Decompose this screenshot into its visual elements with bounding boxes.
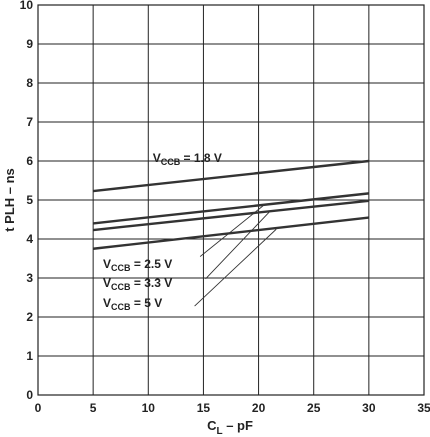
y-tick-labels: 0 1 2 3 4 5 6 7 8 9 10 — [20, 0, 34, 402]
x-tick-label: 20 — [252, 401, 266, 415]
leader-lines — [194, 205, 277, 307]
series-labels: VCCB = 1.8 V VCCB = 2.5 V VCCB = 3.3 V VCCB… — [103, 151, 222, 312]
x-axis-title: CL – pF — [207, 418, 253, 437]
grid — [37, 4, 425, 396]
y-tick-label: 9 — [26, 37, 33, 51]
y-tick-label: 8 — [26, 76, 33, 90]
leader-line — [205, 211, 270, 280]
y-axis-title: t PLH – ns — [2, 168, 17, 232]
leader-line — [194, 228, 277, 307]
x-tick-labels: 0 5 10 15 20 25 30 35 — [35, 401, 430, 415]
y-tick-label: 6 — [26, 154, 33, 168]
y-tick-label: 3 — [26, 271, 33, 285]
series-line — [93, 199, 369, 232]
series-group — [93, 159, 369, 250]
y-tick-label: 1 — [26, 349, 33, 363]
y-tick-label: 4 — [26, 232, 33, 246]
leader-line — [199, 205, 264, 257]
series-label: VCCB = 5 V — [103, 296, 162, 312]
series-label: VCCB = 3.3 V — [103, 276, 172, 292]
x-tick-label: 5 — [90, 401, 97, 415]
x-tick-label: 25 — [307, 401, 321, 415]
series-label: VCCB = 1.8 V — [153, 151, 222, 167]
series-line — [93, 192, 369, 225]
series-label: VCCB = 2.5 V — [103, 257, 172, 273]
series-line — [93, 216, 369, 250]
y-tick-label: 10 — [20, 0, 34, 12]
plot-frame — [37, 4, 425, 396]
y-tick-label: 2 — [26, 310, 33, 324]
y-tick-label: 5 — [26, 193, 33, 207]
x-tick-label: 30 — [362, 401, 376, 415]
y-tick-label: 0 — [26, 388, 33, 402]
x-tick-label: 0 — [35, 401, 42, 415]
x-tick-label: 10 — [142, 401, 156, 415]
x-tick-label: 15 — [197, 401, 211, 415]
y-tick-label: 7 — [26, 115, 33, 129]
x-tick-label: 35 — [417, 401, 430, 415]
series-line — [93, 159, 369, 193]
